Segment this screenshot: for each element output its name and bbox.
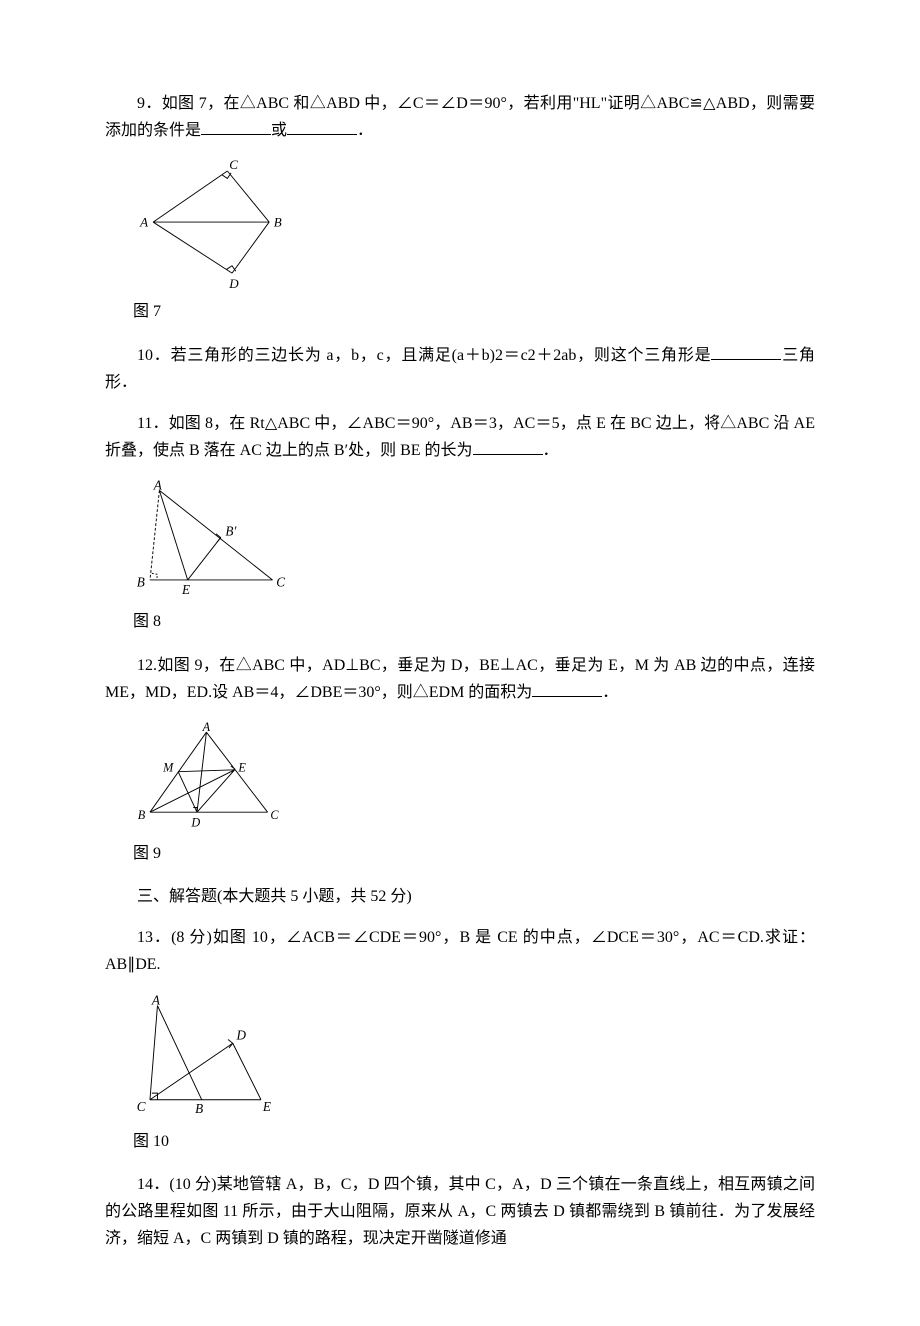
q11-text-b: ． (543, 442, 559, 459)
q9-text: 9．如图 7，在△ABC 和△ABD 中，∠C＝∠D＝90°，若利用"HL"证明… (105, 90, 815, 144)
svg-text:A: A (153, 478, 163, 492)
q10-text-a: 10．若三角形的三边长为 a，b，c，且满足(a＋b)2＝c2＋2ab，则这个三… (137, 347, 711, 364)
figure-10-label: 图 10 (133, 1128, 815, 1155)
svg-text:E: E (237, 761, 246, 775)
q9-blank-2 (287, 119, 357, 135)
svg-text:C: C (229, 158, 238, 172)
svg-text:A: A (151, 993, 161, 1008)
figure-8: A B C E B′ (133, 478, 815, 598)
svg-text:C: C (276, 575, 285, 590)
q14-text: 14．(10 分)某地管辖 A，B，C，D 四个镇，其中 C，A，D 三个镇在一… (105, 1171, 815, 1253)
figure-7: A B C D (133, 158, 815, 288)
q12-text: 12.如图 9，在△ABC 中，AD⊥BC，垂足为 D，BE⊥AC，垂足为 E，… (105, 652, 815, 706)
figure-9-label: 图 9 (133, 840, 815, 867)
svg-text:C: C (137, 1099, 146, 1114)
figure-9: A B C D E M (133, 720, 815, 830)
svg-text:E: E (262, 1099, 271, 1114)
q10-text: 10．若三角形的三边长为 a，b，c，且满足(a＋b)2＝c2＋2ab，则这个三… (105, 342, 815, 396)
q11-blank (473, 439, 543, 455)
q12-text-a: 12.如图 9，在△ABC 中，AD⊥BC，垂足为 D，BE⊥AC，垂足为 E，… (105, 657, 815, 701)
svg-text:B′: B′ (225, 524, 237, 539)
svg-text:B: B (195, 1101, 203, 1116)
svg-text:D: D (190, 815, 200, 829)
q9-text-b: 或 (271, 122, 287, 139)
q12-text-b: ． (602, 684, 618, 701)
q11-text: 11．如图 8，在 Rt△ABC 中，∠ABC＝90°，AB＝3，AC＝5，点 … (105, 410, 815, 464)
svg-text:D: D (236, 1027, 247, 1042)
q13-text: 13．(8 分)如图 10，∠ACB＝∠CDE＝90°，B 是 CE 的中点，∠… (105, 924, 815, 978)
svg-text:C: C (270, 808, 279, 822)
svg-text:B: B (274, 215, 282, 230)
q9-text-c: ． (357, 122, 373, 139)
section-3-heading: 三、解答题(本大题共 5 小题，共 52 分) (105, 883, 815, 910)
q11-text-a: 11．如图 8，在 Rt△ABC 中，∠ABC＝90°，AB＝3，AC＝5，点 … (105, 415, 815, 459)
svg-text:E: E (181, 582, 190, 597)
figure-8-label: 图 8 (133, 608, 815, 635)
svg-text:B: B (137, 575, 145, 590)
q9-blank-1 (201, 119, 271, 135)
svg-text:D: D (228, 276, 239, 288)
svg-text:B: B (138, 808, 146, 822)
svg-text:A: A (202, 720, 211, 734)
svg-text:M: M (162, 761, 174, 775)
q10-blank (711, 344, 781, 360)
q12-blank (532, 681, 602, 697)
figure-10: A C B E D (133, 993, 815, 1118)
svg-text:A: A (139, 215, 148, 230)
figure-7-label: 图 7 (133, 298, 815, 325)
